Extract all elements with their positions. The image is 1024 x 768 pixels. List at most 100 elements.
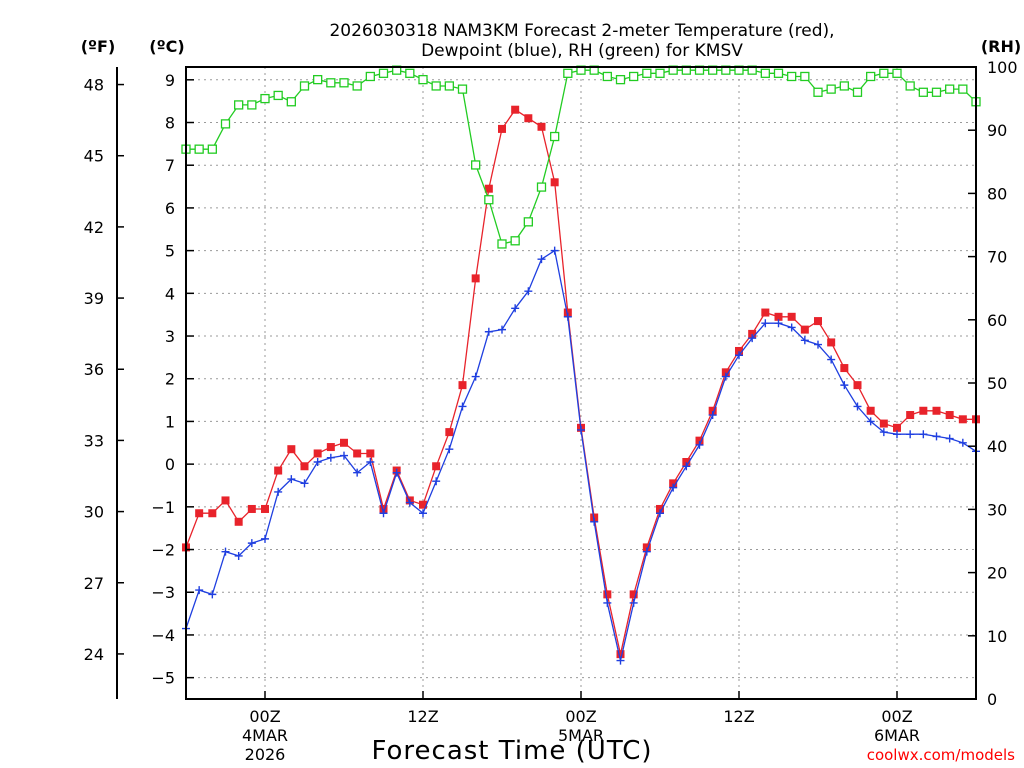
temperature-point xyxy=(261,504,269,513)
rh-tick-label: 30 xyxy=(987,500,1007,519)
dewpoint-point xyxy=(577,425,585,434)
temperature-point xyxy=(919,406,928,415)
dewpoint-point xyxy=(313,458,322,466)
temperature-point xyxy=(827,338,836,347)
rh-point xyxy=(234,100,244,110)
dewpoint-point xyxy=(708,411,717,420)
rh-point xyxy=(866,71,876,82)
dewpoint-point xyxy=(919,430,928,439)
temperature-point xyxy=(419,500,427,509)
rh-point xyxy=(523,217,533,227)
temperature-point xyxy=(945,411,954,420)
rh-point xyxy=(484,195,494,205)
temperature-point xyxy=(379,504,388,513)
rh-point xyxy=(247,100,257,110)
rh-point xyxy=(365,71,375,82)
time-tick-date: 5MAR xyxy=(558,726,604,745)
temperature-point xyxy=(326,443,335,452)
temperature-point xyxy=(247,504,256,513)
temperature-point xyxy=(221,496,230,505)
celsius-axis: −5 −4 −3 −2 −1 0 1 2 3 4 5 6 7 8 9 xyxy=(151,71,194,688)
dewpoint-point xyxy=(932,432,941,441)
temperature-point xyxy=(787,312,796,321)
dewpoint-point xyxy=(735,351,743,360)
rh-point xyxy=(918,87,928,97)
dewpoint-point xyxy=(484,327,493,336)
dewpoint-point xyxy=(274,487,283,496)
temperature-point xyxy=(800,325,809,334)
rh-point xyxy=(260,93,270,104)
rh-point xyxy=(642,68,652,78)
rh-point xyxy=(286,97,296,107)
rh-point xyxy=(418,74,428,85)
fahrenheit-tick-label: 33 xyxy=(84,431,104,450)
dewpoint-point xyxy=(366,458,375,466)
fahrenheit-tick-label: 39 xyxy=(84,289,104,308)
rh-point xyxy=(431,81,441,91)
rh-point xyxy=(563,68,573,78)
dewpoint-point xyxy=(221,547,230,556)
temperature-point xyxy=(682,458,691,466)
temperature-point xyxy=(879,419,888,428)
dewpoint-point xyxy=(353,468,362,477)
rh-point xyxy=(629,71,639,82)
rh-point xyxy=(339,78,349,88)
rh-point xyxy=(326,78,336,88)
celsius-unit-label: (ºC) xyxy=(149,37,184,56)
celsius-tick-label: 9 xyxy=(165,71,175,90)
rh-point xyxy=(378,68,389,78)
rh-point xyxy=(905,81,915,91)
temperature-point xyxy=(642,543,651,552)
time-tick-year: 2026 xyxy=(245,745,286,764)
rh-tick-label: 100 xyxy=(987,58,1018,77)
celsius-tick-label: −2 xyxy=(151,541,175,560)
rh-point xyxy=(800,71,810,82)
rh-point xyxy=(615,74,626,85)
dewpoint-point xyxy=(550,246,559,255)
temperature-point xyxy=(932,406,941,415)
dewpoint-point xyxy=(392,468,401,477)
celsius-tick-label: −4 xyxy=(151,626,175,645)
celsius-tick-label: 0 xyxy=(165,455,175,474)
temperature-point xyxy=(353,449,362,458)
rh-point xyxy=(826,84,836,94)
time-tick-date: 6MAR xyxy=(874,726,920,745)
dewpoint-point xyxy=(590,517,599,526)
dewpoint-point xyxy=(445,445,454,454)
celsius-tick-label: 1 xyxy=(165,412,175,431)
rh-point xyxy=(602,71,612,82)
dewpoint-point xyxy=(893,430,901,439)
temperature-point xyxy=(656,504,664,513)
temperature-point xyxy=(958,415,967,424)
temperature-point xyxy=(537,122,546,131)
temperature-point xyxy=(234,517,243,526)
dewpoint-point xyxy=(879,428,888,437)
temperature-point xyxy=(906,411,915,420)
dewpoint-point xyxy=(761,319,770,328)
dewpoint-point xyxy=(669,483,678,492)
dewpoint-point xyxy=(537,255,546,264)
dewpoint-point xyxy=(866,417,875,426)
dewpoint-line xyxy=(185,249,977,661)
fahrenheit-tick-label: 30 xyxy=(84,503,104,522)
rh-point xyxy=(655,68,665,78)
temperature-point xyxy=(458,381,467,390)
temperature-point xyxy=(313,449,322,458)
dewpoint-point xyxy=(958,438,967,447)
dewpoint-point xyxy=(326,453,335,462)
dewpoint-point xyxy=(195,586,204,595)
rh-point xyxy=(352,81,362,91)
dewpoint-point xyxy=(498,325,506,334)
dewpoint-point xyxy=(800,336,809,345)
rh-axis: 0 10 20 30 40 50 60 70 80 90 100 xyxy=(968,58,1018,709)
dewpoint-point xyxy=(524,287,533,296)
temperature-point xyxy=(893,423,901,432)
celsius-tick-label: −5 xyxy=(151,669,175,688)
rh-point xyxy=(471,160,481,170)
temperature-point xyxy=(287,445,296,454)
rh-tick-label: 60 xyxy=(987,311,1007,330)
celsius-tick-label: 3 xyxy=(165,327,175,346)
dewpoint-point xyxy=(405,498,414,507)
temperature-point xyxy=(761,308,770,317)
rh-unit-label: (RH) xyxy=(981,37,1021,56)
